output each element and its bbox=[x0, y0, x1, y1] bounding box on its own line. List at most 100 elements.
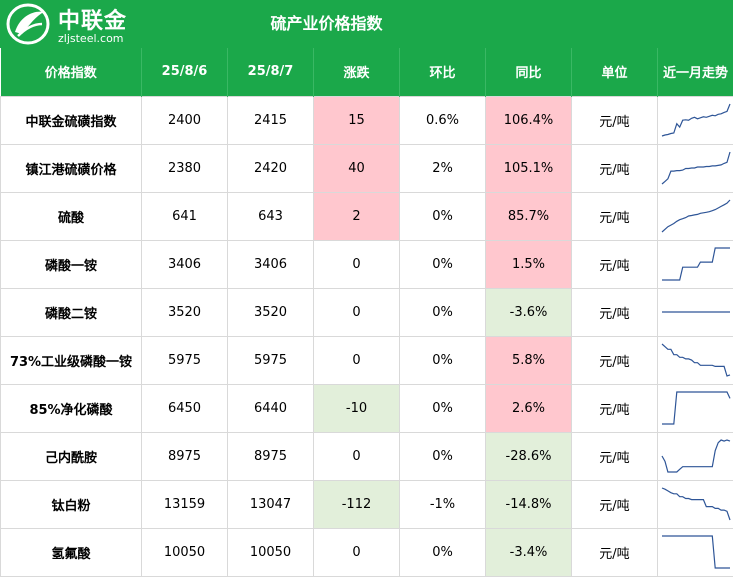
unit-cell: 元/吨 bbox=[571, 527, 658, 577]
trend-sparkline bbox=[661, 311, 730, 313]
unit-cell: 元/吨 bbox=[571, 431, 658, 481]
name-cell: 己内酰胺 bbox=[0, 431, 142, 481]
mom-cell: 0% bbox=[399, 287, 486, 337]
prev-price-cell: 13159 bbox=[141, 479, 228, 529]
prev-price-cell: 2400 bbox=[141, 95, 228, 145]
prev-price-cell: 6450 bbox=[141, 383, 228, 433]
prev-price-cell: 2380 bbox=[141, 143, 228, 193]
prev-price-cell: 3520 bbox=[141, 287, 228, 337]
yoy-cell: 106.4% bbox=[485, 95, 572, 145]
name-cell: 钛白粉 bbox=[0, 479, 142, 529]
curr-price-cell: 2420 bbox=[227, 143, 314, 193]
mom-cell: 0% bbox=[399, 383, 486, 433]
leaf-logo-icon bbox=[6, 3, 50, 45]
trend-sparkline bbox=[660, 439, 730, 473]
mom-cell: 0% bbox=[399, 239, 486, 289]
logo-site: zljsteel.com bbox=[58, 32, 124, 45]
curr-price-cell: 3520 bbox=[227, 287, 314, 337]
trend-line bbox=[661, 247, 730, 281]
trend-sparkline-cell bbox=[657, 95, 733, 145]
mom-cell: 0% bbox=[399, 527, 486, 577]
report-title: 硫产业价格指数 bbox=[270, 14, 383, 33]
curr-price-cell: 5975 bbox=[227, 335, 314, 385]
trend-sparkline bbox=[661, 247, 730, 281]
trend-line bbox=[661, 487, 731, 521]
curr-price-cell: 10050 bbox=[227, 527, 314, 577]
change-cell: 2 bbox=[313, 191, 400, 241]
table-header-row: 价格指数 25/8/6 25/8/7 涨跌 环比 同比 单位 近一月走势 bbox=[0, 48, 733, 96]
table-row: 己内酰胺 8975 8975 0 0% -28.6% 元/吨 bbox=[0, 431, 733, 481]
yoy-cell: 1.5% bbox=[485, 239, 572, 289]
trend-sparkline-cell bbox=[657, 479, 733, 529]
column-header-prev-date: 25/8/6 bbox=[141, 48, 228, 96]
trend-sparkline bbox=[661, 103, 731, 137]
column-header-unit: 单位 bbox=[571, 48, 658, 96]
unit-cell: 元/吨 bbox=[571, 95, 658, 145]
logo[interactable]: 中联金 zljsteel.com bbox=[6, 2, 136, 46]
unit-cell: 元/吨 bbox=[571, 143, 658, 193]
trend-line bbox=[661, 199, 730, 233]
mom-cell: 0% bbox=[399, 335, 486, 385]
mom-cell: 0% bbox=[399, 191, 486, 241]
change-cell: -112 bbox=[313, 479, 400, 529]
column-header-mom: 环比 bbox=[399, 48, 486, 96]
table-row: 钛白粉 13159 13047 -112 -1% -14.8% 元/吨 bbox=[0, 479, 733, 529]
table-row: 氢氟酸 10050 10050 0 0% -3.4% 元/吨 bbox=[0, 527, 733, 577]
table-row: 73%工业级磷酸一铵 5975 5975 0 0% 5.8% 元/吨 bbox=[0, 335, 733, 385]
change-cell: 0 bbox=[313, 335, 400, 385]
prev-price-cell: 3406 bbox=[141, 239, 228, 289]
trend-sparkline bbox=[661, 151, 731, 185]
curr-price-cell: 2415 bbox=[227, 95, 314, 145]
price-index-table: 价格指数 25/8/6 25/8/7 涨跌 环比 同比 单位 近一月走势 中联金… bbox=[0, 48, 733, 577]
table-row: 磷酸二铵 3520 3520 0 0% -3.6% 元/吨 bbox=[0, 287, 733, 337]
mom-cell: -1% bbox=[399, 479, 486, 529]
name-cell: 73%工业级磷酸一铵 bbox=[0, 335, 142, 385]
trend-sparkline-cell bbox=[657, 143, 733, 193]
table-row: 中联金硫磺指数 2400 2415 15 0.6% 106.4% 元/吨 bbox=[0, 95, 733, 145]
logo-name: 中联金 bbox=[58, 9, 128, 34]
name-cell: 磷酸一铵 bbox=[0, 239, 142, 289]
trend-sparkline-cell bbox=[657, 527, 733, 577]
trend-sparkline bbox=[661, 487, 731, 521]
table-row: 85%净化磷酸 6450 6440 -10 0% 2.6% 元/吨 bbox=[0, 383, 733, 433]
change-cell: 0 bbox=[313, 287, 400, 337]
trend-sparkline bbox=[661, 343, 730, 377]
name-cell: 中联金硫磺指数 bbox=[0, 95, 142, 145]
unit-cell: 元/吨 bbox=[571, 479, 658, 529]
curr-price-cell: 6440 bbox=[227, 383, 314, 433]
unit-cell: 元/吨 bbox=[571, 287, 658, 337]
unit-cell: 元/吨 bbox=[571, 239, 658, 289]
curr-price-cell: 13047 bbox=[227, 479, 314, 529]
name-cell: 氢氟酸 bbox=[0, 527, 142, 577]
mom-cell: 0.6% bbox=[399, 95, 486, 145]
prev-price-cell: 641 bbox=[141, 191, 228, 241]
change-cell: 0 bbox=[313, 431, 400, 481]
trend-sparkline-cell bbox=[657, 383, 733, 433]
yoy-cell: 2.6% bbox=[485, 383, 572, 433]
trend-sparkline-cell bbox=[657, 335, 733, 385]
curr-price-cell: 643 bbox=[227, 191, 314, 241]
trend-sparkline bbox=[661, 535, 730, 569]
column-header-change: 涨跌 bbox=[313, 48, 400, 96]
yoy-cell: -28.6% bbox=[485, 431, 572, 481]
yoy-cell: 85.7% bbox=[485, 191, 572, 241]
trend-sparkline-cell bbox=[657, 191, 733, 241]
trend-line bbox=[661, 103, 731, 137]
yoy-cell: -14.8% bbox=[485, 479, 572, 529]
name-cell: 镇江港硫磺价格 bbox=[0, 143, 142, 193]
column-header-curr-date: 25/8/7 bbox=[227, 48, 314, 96]
unit-cell: 元/吨 bbox=[571, 383, 658, 433]
trend-sparkline-cell bbox=[657, 431, 733, 481]
unit-cell: 元/吨 bbox=[571, 335, 658, 385]
column-header-name: 价格指数 bbox=[0, 48, 142, 96]
trend-sparkline bbox=[661, 199, 730, 233]
mom-cell: 0% bbox=[399, 431, 486, 481]
table-row: 镇江港硫磺价格 2380 2420 40 2% 105.1% 元/吨 bbox=[0, 143, 733, 193]
change-cell: -10 bbox=[313, 383, 400, 433]
yoy-cell: -3.6% bbox=[485, 287, 572, 337]
name-cell: 磷酸二铵 bbox=[0, 287, 142, 337]
curr-price-cell: 8975 bbox=[227, 431, 314, 481]
yoy-cell: 105.1% bbox=[485, 143, 572, 193]
trend-line bbox=[661, 535, 730, 569]
unit-cell: 元/吨 bbox=[571, 191, 658, 241]
